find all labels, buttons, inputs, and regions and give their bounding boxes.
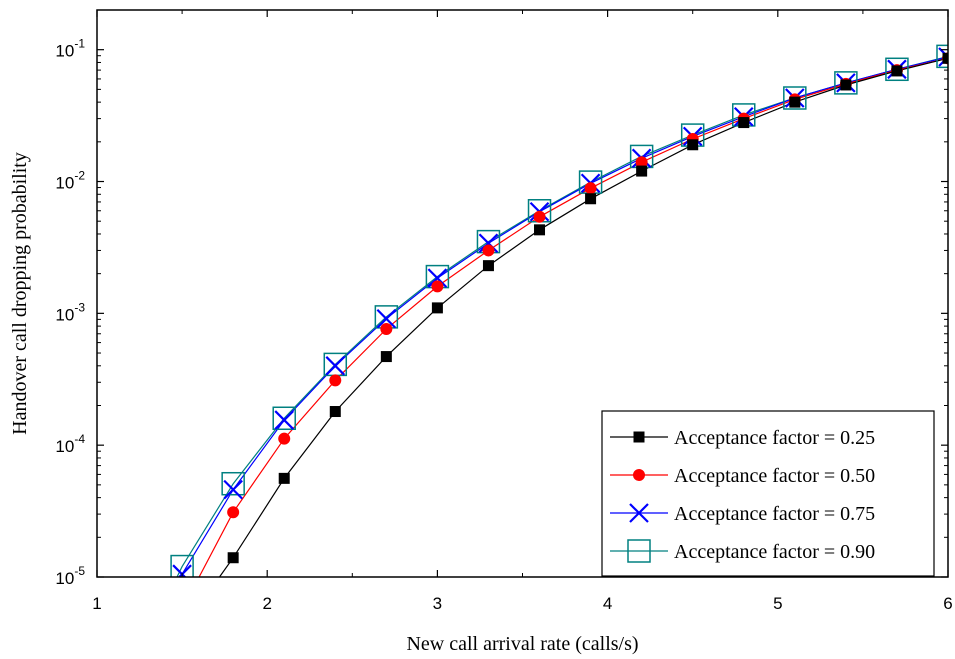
legend-marker (633, 469, 645, 481)
data-point (834, 71, 858, 95)
y-tick-label: 10-4 (55, 432, 85, 456)
data-point (936, 44, 948, 69)
y-axis-title: Handover call dropping probability (9, 152, 31, 435)
series-line (219, 57, 948, 577)
data-point (687, 139, 699, 151)
data-point (885, 57, 909, 82)
data-point (170, 554, 194, 577)
y-tick-label: 10-2 (55, 169, 85, 193)
legend-item: Acceptance factor = 0.50 (610, 465, 875, 487)
data-point (585, 193, 597, 205)
legend-box (601, 410, 935, 577)
x-tick-label: 2 (262, 594, 271, 613)
data-point (584, 182, 597, 195)
series-line (198, 57, 948, 577)
x-tick-label: 5 (773, 594, 782, 613)
axes-layer: 1 2 3 4 5 6 10-5 10-4 10-3 10-2 10-1 (55, 9, 953, 613)
data-point (278, 472, 290, 484)
x-axis-title: New call arrival rate (calls/s) (406, 633, 638, 655)
x-tick-label: 3 (433, 594, 442, 613)
legend-label: Acceptance factor = 0.75 (674, 503, 875, 525)
data-point (533, 210, 546, 223)
data-point (478, 233, 499, 254)
series-line (181, 56, 948, 575)
x-tick-label: 6 (943, 594, 952, 613)
data-point (942, 52, 948, 64)
data-point (376, 308, 397, 329)
data-point (431, 280, 444, 293)
data-point (738, 117, 750, 129)
data-point (272, 406, 296, 431)
data-point (221, 471, 245, 496)
data-point (380, 351, 392, 363)
legend-marker (627, 539, 651, 563)
y-tick-label: 10-5 (55, 564, 85, 588)
data-point (329, 406, 341, 418)
series-3 (181, 56, 948, 575)
y-tick-label: 10-1 (55, 37, 85, 61)
legend-label: Acceptance factor = 0.25 (674, 427, 875, 449)
legend-label: Acceptance factor = 0.90 (674, 541, 875, 563)
data-point (891, 65, 903, 77)
data-point (380, 323, 393, 336)
data-point (482, 244, 495, 257)
data-point (636, 165, 648, 177)
data-point (789, 96, 801, 108)
data-point (227, 552, 239, 564)
x-tick-label: 1 (92, 594, 101, 613)
legend-item: Acceptance factor = 0.90 (610, 539, 875, 563)
x-tick-label: 4 (603, 594, 612, 613)
y-tick-label: 10-3 (55, 300, 85, 324)
data-point (278, 432, 291, 445)
legend-item: Acceptance factor = 0.75 (610, 503, 875, 525)
legend-label: Acceptance factor = 0.50 (674, 465, 875, 487)
data-point (274, 410, 294, 430)
data-point (534, 224, 546, 236)
series-markers-1 (227, 52, 948, 564)
legend-marker (633, 431, 645, 443)
data-point (325, 356, 346, 376)
series-layer (170, 44, 948, 577)
data-point (938, 47, 948, 67)
data-point (783, 86, 807, 110)
data-point (427, 268, 448, 288)
series-1 (219, 57, 948, 577)
data-point (431, 302, 443, 314)
data-point (227, 506, 240, 519)
data-point (329, 374, 342, 387)
legend: Acceptance factor = 0.25 Acceptance facto… (601, 410, 935, 577)
data-point (482, 260, 494, 272)
legend-marker (629, 503, 649, 523)
legend-item: Acceptance factor = 0.25 (610, 427, 875, 449)
data-point (223, 479, 243, 500)
data-point (840, 79, 852, 91)
series-2 (198, 57, 948, 577)
